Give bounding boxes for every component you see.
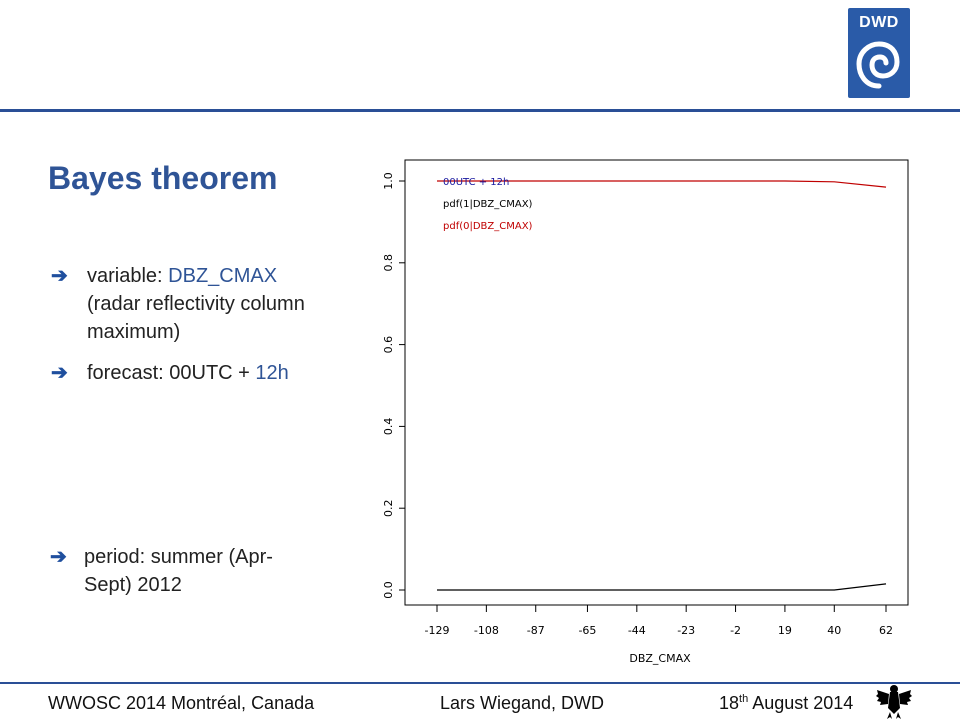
arrow-icon: ➔ [51, 362, 68, 384]
bullet-line: (radar reflectivity column [87, 293, 305, 315]
bullet-label: variable: [87, 265, 169, 287]
swirl-icon [856, 41, 900, 89]
federal-eagle-icon [876, 685, 912, 719]
footer-author: Lars Wiegand, DWD [440, 693, 605, 713]
y-tick-label: 0.6 [382, 336, 395, 354]
x-tick-label: -129 [425, 624, 450, 637]
arrow-icon: ➔ [51, 265, 68, 287]
x-tick-label: -65 [578, 624, 596, 637]
logo-text: DWD [859, 14, 899, 31]
x-tick-label: -108 [474, 624, 499, 637]
series-line [437, 583, 887, 591]
legend-entry: pdf(0|DBZ_CMAX) [443, 221, 533, 232]
bullet-line: period: summer (Apr- [84, 546, 273, 568]
bullet-variable: ➔ variable: DBZ_CMAX (radar reflectivity… [51, 262, 305, 346]
bullet-line: Sept) 2012 [84, 574, 182, 596]
x-tick-label: 62 [879, 624, 893, 637]
bullet-forecast: ➔ forecast: 00UTC + 12h [51, 359, 289, 387]
x-tick-label: 40 [827, 624, 841, 637]
arrow-icon: ➔ [50, 546, 67, 568]
bullet-label: forecast: 00UTC + [87, 362, 256, 384]
header-rule [0, 109, 960, 112]
slide-title: Bayes theorem [48, 160, 278, 196]
plot-frame [404, 159, 909, 606]
footer-date: 18th August 2014 [719, 693, 853, 714]
bullet-period: ➔ period: summer (Apr- Sept) 2012 [50, 543, 273, 599]
pdf-line-chart: 0.0 0.2 0.4 0.6 0.8 1.0 -129 -108 -87 -65 -44 -23 -… [382, 159, 909, 665]
series-line [437, 180, 887, 188]
footer-rule [0, 682, 960, 684]
date-suffix: th [739, 693, 749, 705]
y-tick-label: 0.8 [382, 254, 395, 271]
x-tick-label: -23 [677, 624, 695, 637]
date-rest: August 2014 [748, 693, 854, 713]
y-tick-label: 0.2 [382, 499, 395, 517]
y-tick-label: 0.0 [382, 581, 395, 599]
bullet-line: maximum) [87, 321, 181, 343]
y-tick-label: 1.0 [382, 172, 395, 190]
legend-entry: pdf(1|DBZ_CMAX) [443, 199, 533, 210]
x-tick-label: -2 [730, 624, 741, 637]
x-tick-label: 19 [778, 624, 792, 637]
legend-entry: 00UTC + 12h [443, 177, 509, 188]
footer-conference: WWOSC 2014 Montréal, Canada [48, 693, 315, 713]
variable-name: DBZ_CMAX [168, 265, 278, 287]
x-axis-label: DBZ_CMAX [629, 652, 691, 665]
dwd-logo: DWD [848, 8, 910, 98]
forecast-lead: 12h [255, 362, 289, 384]
date-day: 18 [719, 693, 740, 713]
x-tick-label: -87 [527, 624, 545, 637]
y-tick-label: 0.4 [382, 418, 395, 436]
x-tick-label: -44 [628, 624, 646, 637]
